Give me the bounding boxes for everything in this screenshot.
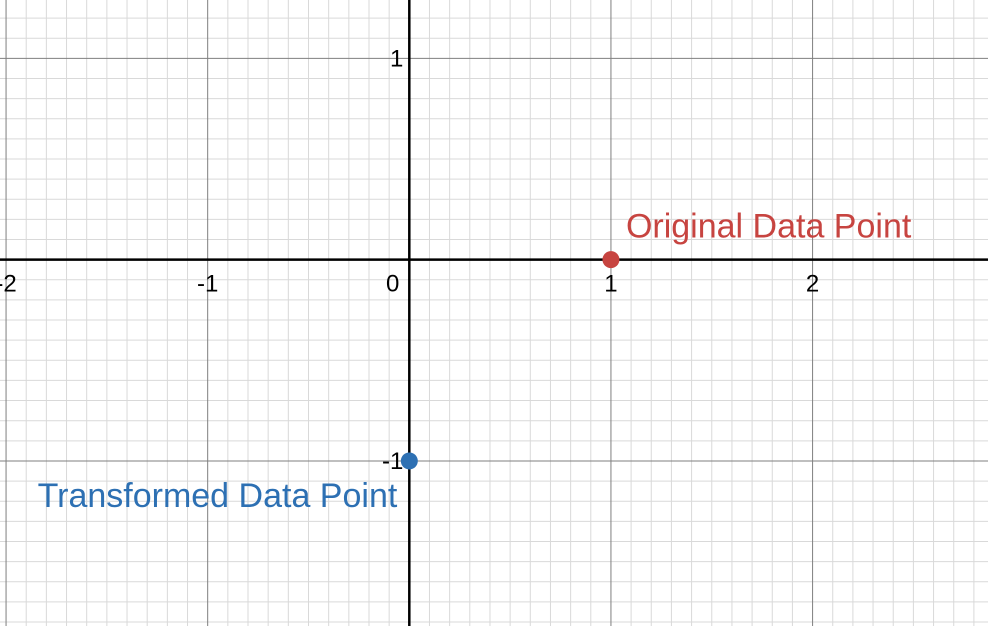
- x-tick-label: -1: [197, 271, 218, 298]
- x-tick-label: -2: [0, 271, 17, 298]
- x-tick-label: 0: [386, 271, 399, 298]
- tick-labels: -2 -1 0 1 2 1 -1: [0, 45, 819, 475]
- x-tick-label: 2: [806, 271, 819, 298]
- y-tick-label: -1: [382, 448, 403, 475]
- data-points: Original Data Point Transformed Data Poin…: [38, 208, 912, 515]
- y-tick-label: 1: [390, 45, 403, 72]
- point-label: Transformed Data Point: [38, 477, 398, 515]
- x-tick-label: 1: [604, 271, 617, 298]
- data-point[interactable]: [602, 251, 620, 269]
- point-label: Original Data Point: [626, 208, 912, 246]
- data-point[interactable]: [400, 452, 418, 470]
